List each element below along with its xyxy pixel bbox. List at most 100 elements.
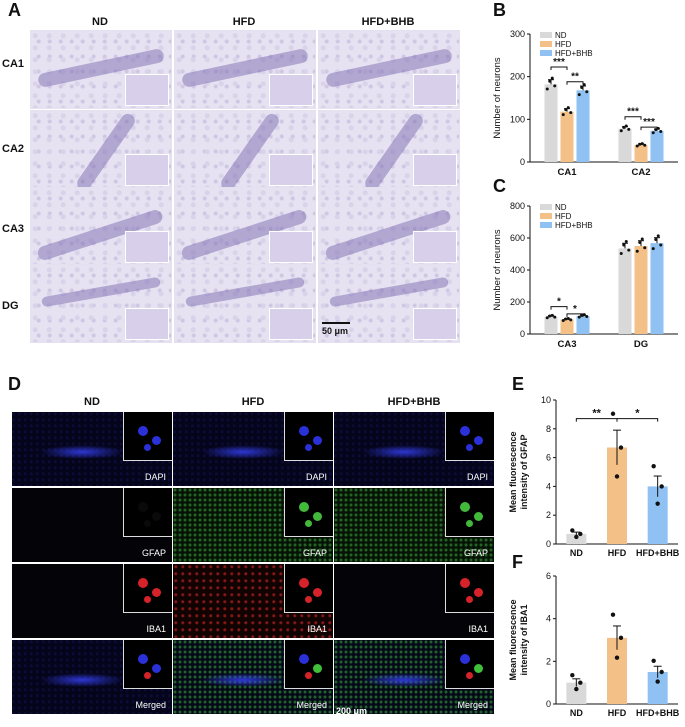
chart-e: 0 2 4 6 8 10 Mean fluorescence intensity of GFA… bbox=[508, 395, 680, 558]
significance-bracket bbox=[624, 116, 642, 120]
data-point bbox=[577, 93, 581, 97]
bar-ca1-hfd bbox=[560, 111, 574, 162]
x-tick-label: ND bbox=[570, 548, 583, 558]
data-point bbox=[659, 484, 664, 489]
fluorescence-inset bbox=[445, 640, 494, 689]
bar-ca2-hfd bbox=[634, 144, 648, 162]
fluorescence-image-gfap-hfd-bhb: GFAP bbox=[334, 488, 494, 562]
significance-label: *** bbox=[643, 117, 655, 128]
fluorescence-inset bbox=[284, 412, 333, 461]
channel-label: DAPI bbox=[305, 472, 327, 482]
fluorescence-image-iba1-hfd-bhb: IBA1 bbox=[334, 564, 494, 638]
data-point bbox=[566, 106, 570, 110]
data-point bbox=[561, 113, 565, 117]
y-tick-label: 2 bbox=[546, 510, 551, 520]
significance-bracket bbox=[640, 126, 658, 131]
significance-label: *** bbox=[553, 57, 565, 68]
data-point bbox=[640, 142, 644, 146]
x-tick-label: CA1 bbox=[557, 167, 577, 178]
panel-d-col-hfd: HFD bbox=[241, 396, 265, 408]
histology-image-ca1-nd bbox=[30, 30, 172, 109]
data-point bbox=[659, 129, 663, 133]
fluorescence-image-iba1-hfd: IBA1 bbox=[173, 564, 333, 638]
data-point bbox=[643, 143, 647, 147]
y-tick-label: 6 bbox=[546, 571, 551, 581]
x-tick-label: HFD bbox=[608, 548, 627, 558]
histology-inset bbox=[125, 231, 169, 263]
data-point bbox=[580, 85, 584, 89]
bar-ca3-hfd-bhb bbox=[576, 316, 590, 334]
x-tick-label: CA2 bbox=[631, 167, 650, 178]
histology-image-dg-hfd-bhb bbox=[318, 264, 460, 343]
fluorescence-image-dapi-hfd: DAPI bbox=[173, 412, 333, 486]
fluorescence-inset bbox=[445, 488, 494, 537]
y-tick-label: 0 bbox=[520, 329, 525, 339]
channel-label: Merged bbox=[135, 700, 166, 710]
significance-label: ** bbox=[592, 408, 601, 420]
channel-label: IBA1 bbox=[146, 624, 166, 634]
channel-label: IBA1 bbox=[307, 624, 327, 634]
histology-image-ca2-hfd bbox=[174, 110, 316, 189]
bar-nd bbox=[566, 682, 587, 704]
bar-dg-nd bbox=[618, 248, 632, 334]
fluorescence-inset bbox=[123, 564, 172, 613]
bar-ca1-nd bbox=[544, 84, 558, 162]
y-tick-label: 0 bbox=[546, 539, 551, 549]
bar-hfd bbox=[607, 637, 627, 704]
histology-image-ca1-hfd bbox=[174, 30, 316, 109]
panel-d-col-nd: ND bbox=[84, 396, 100, 408]
legend-label: HFD bbox=[555, 40, 572, 49]
channel-label: Merged bbox=[296, 700, 327, 710]
panel-c-label: C bbox=[493, 176, 506, 196]
data-point bbox=[643, 246, 647, 250]
x-tick-label: HFD+BHB bbox=[636, 548, 680, 558]
x-tick-label: ND bbox=[570, 708, 583, 718]
fluorescence-image-dapi-hfd-bhb: DAPI bbox=[334, 412, 494, 486]
data-point bbox=[569, 111, 573, 115]
data-point bbox=[624, 240, 628, 244]
y-tick-label: 4 bbox=[546, 481, 551, 491]
y-tick-label: 400 bbox=[510, 265, 525, 275]
fluorescence-inset bbox=[123, 412, 172, 461]
data-point bbox=[578, 680, 583, 685]
channel-label: DAPI bbox=[144, 472, 166, 482]
data-point bbox=[570, 673, 575, 678]
data-point bbox=[548, 314, 552, 318]
data-point bbox=[550, 76, 554, 80]
x-tick-label: CA3 bbox=[557, 339, 576, 350]
legend-label: ND bbox=[555, 31, 567, 40]
panel-a-row-dg: DG bbox=[2, 300, 19, 312]
data-point bbox=[627, 248, 631, 252]
data-point bbox=[619, 129, 623, 133]
y-axis-title: Mean fluorescence bbox=[508, 431, 518, 512]
data-point bbox=[654, 237, 658, 241]
data-point bbox=[553, 84, 557, 88]
histology-inset bbox=[413, 154, 457, 186]
data-point bbox=[614, 655, 620, 660]
data-point bbox=[635, 249, 639, 253]
data-point bbox=[655, 679, 660, 684]
fluorescence-inset bbox=[123, 488, 172, 537]
data-point bbox=[561, 318, 565, 322]
data-point bbox=[570, 528, 575, 533]
significance-bracket bbox=[566, 313, 584, 317]
y-tick-label: 200 bbox=[510, 72, 525, 82]
panel-e-label: E bbox=[512, 374, 525, 394]
significance-bracket bbox=[616, 418, 659, 422]
fluorescence-image-gfap-hfd: GFAP bbox=[173, 488, 333, 562]
data-point bbox=[659, 243, 663, 247]
bar-hfd bbox=[607, 447, 627, 544]
data-point bbox=[566, 316, 570, 320]
data-point bbox=[651, 658, 656, 663]
panel-a-label: A bbox=[8, 0, 21, 20]
y-axis-title: Number of neurons bbox=[492, 229, 503, 311]
y-tick-label: 300 bbox=[510, 29, 525, 39]
y-tick-label: 800 bbox=[510, 201, 525, 211]
histology-image-ca1-hfd-bhb bbox=[318, 30, 460, 109]
fluorescence-image-merged-hfd: Merged bbox=[173, 640, 333, 714]
data-point bbox=[651, 464, 656, 469]
legend-swatch bbox=[540, 50, 552, 56]
histology-image-ca2-nd bbox=[30, 110, 172, 189]
y-tick-label: 2 bbox=[546, 656, 551, 666]
